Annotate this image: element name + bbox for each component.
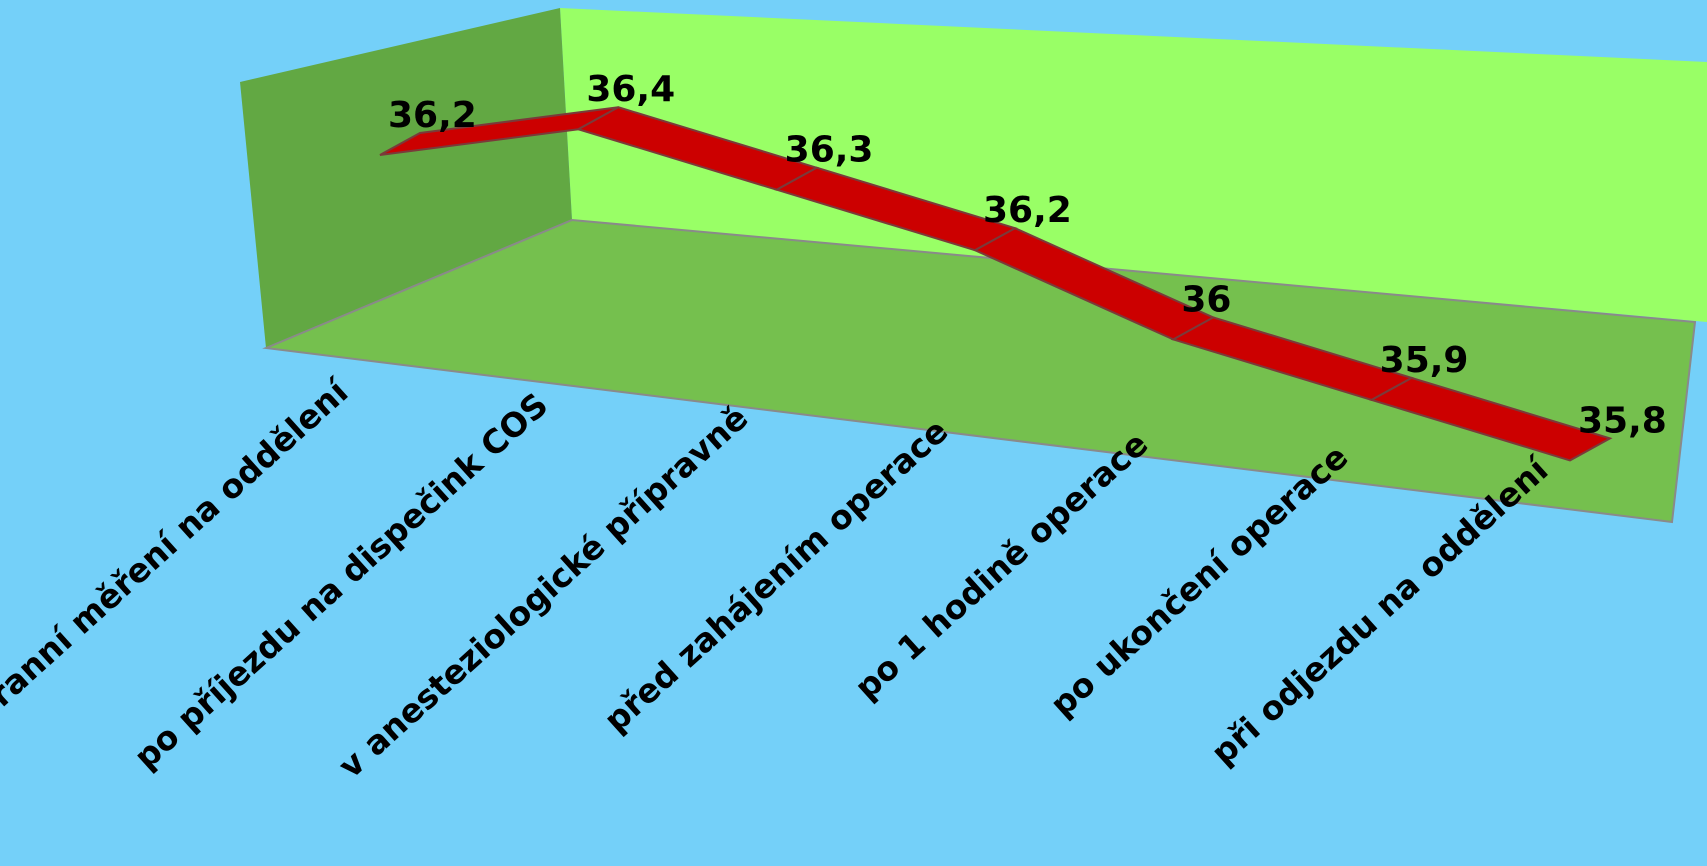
category-label: ranní měření na oddělení — [0, 371, 357, 714]
floor — [262, 218, 1697, 524]
data-label: 35,9 — [1380, 340, 1469, 381]
category-label: při odjezdu na oddělení — [1203, 449, 1556, 773]
data-label: 36,2 — [388, 95, 477, 136]
category-label: v anesteziologické přípravně — [331, 398, 756, 786]
category-label: po příjezdu na dispečink COS — [126, 385, 555, 777]
data-label: 36,2 — [983, 190, 1072, 231]
data-label: 36 — [1181, 279, 1231, 320]
side-wall — [240, 8, 572, 348]
data-labels: 36,2 36,4 36,3 36,2 36 35,9 35,8 — [388, 69, 1667, 441]
data-label: 36,3 — [785, 130, 874, 171]
series-ribbon — [379, 106, 1613, 462]
back-wall — [560, 8, 1707, 322]
data-label: 35,8 — [1578, 400, 1667, 441]
data-label: 36,4 — [586, 69, 675, 110]
ribbon-segment — [1369, 376, 1613, 462]
category-label: před zahájením operace — [596, 411, 955, 740]
